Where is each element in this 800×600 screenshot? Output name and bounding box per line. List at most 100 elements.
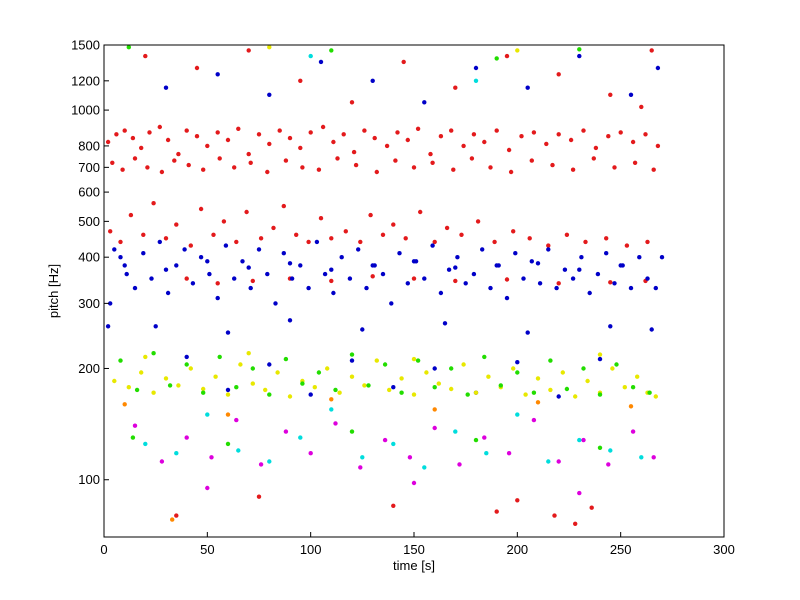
data-point bbox=[267, 362, 272, 367]
data-point bbox=[475, 219, 481, 224]
data-point bbox=[473, 78, 479, 84]
data-point bbox=[449, 128, 454, 133]
data-point bbox=[597, 356, 603, 362]
data-point bbox=[108, 229, 113, 234]
data-point bbox=[446, 267, 452, 272]
data-point bbox=[225, 330, 231, 335]
data-point bbox=[556, 72, 561, 77]
data-point bbox=[163, 236, 169, 241]
data-point bbox=[482, 354, 487, 360]
data-point bbox=[362, 383, 367, 388]
y-tick-label: 800 bbox=[78, 138, 100, 153]
data-point bbox=[184, 354, 189, 360]
data-point bbox=[597, 352, 603, 357]
data-point bbox=[473, 390, 479, 395]
data-point bbox=[349, 100, 355, 105]
data-point bbox=[236, 448, 241, 453]
data-point bbox=[213, 374, 218, 379]
data-point bbox=[511, 366, 516, 371]
data-point bbox=[608, 280, 613, 285]
data-point bbox=[521, 276, 526, 281]
data-point bbox=[432, 239, 437, 245]
data-point bbox=[246, 265, 251, 270]
data-point bbox=[141, 251, 146, 256]
data-point bbox=[568, 137, 574, 143]
data-point bbox=[494, 56, 499, 61]
data-point bbox=[159, 169, 165, 175]
data-point bbox=[384, 143, 390, 149]
y-axis-label: pitch [Hz] bbox=[46, 264, 61, 318]
data-point bbox=[647, 390, 652, 395]
data-point bbox=[143, 53, 148, 59]
data-point bbox=[337, 390, 342, 395]
data-point bbox=[637, 255, 642, 260]
data-point bbox=[182, 247, 187, 252]
data-point bbox=[246, 48, 251, 53]
data-point bbox=[581, 437, 586, 443]
data-point bbox=[577, 267, 582, 272]
data-point bbox=[163, 376, 169, 381]
data-point bbox=[234, 239, 239, 245]
data-point bbox=[372, 135, 377, 141]
data-point bbox=[316, 370, 322, 375]
data-point bbox=[597, 445, 603, 450]
y-tick-label: 500 bbox=[78, 214, 100, 229]
data-point bbox=[401, 59, 406, 65]
data-point bbox=[525, 85, 530, 90]
data-point bbox=[622, 385, 627, 390]
data-point bbox=[256, 494, 262, 499]
data-point bbox=[289, 276, 295, 281]
data-point bbox=[504, 53, 510, 59]
data-point bbox=[482, 435, 487, 440]
data-point bbox=[418, 209, 423, 215]
y-tick-label: 600 bbox=[78, 185, 100, 200]
data-point bbox=[554, 285, 559, 291]
data-point bbox=[188, 366, 193, 371]
data-point bbox=[331, 290, 336, 296]
data-point bbox=[519, 134, 524, 139]
data-point bbox=[494, 263, 499, 268]
data-point bbox=[422, 276, 427, 281]
data-point bbox=[184, 435, 189, 440]
data-point bbox=[436, 381, 441, 386]
data-point bbox=[329, 236, 334, 241]
data-point bbox=[391, 222, 396, 227]
data-point bbox=[556, 281, 561, 286]
data-point bbox=[300, 165, 305, 170]
data-point bbox=[411, 356, 417, 362]
data-point bbox=[508, 169, 514, 175]
data-point bbox=[511, 229, 516, 234]
data-point bbox=[112, 378, 117, 384]
data-point bbox=[573, 394, 578, 399]
data-point bbox=[217, 156, 222, 161]
data-point bbox=[579, 255, 584, 260]
data-point bbox=[174, 513, 179, 518]
data-point bbox=[548, 387, 553, 393]
data-point bbox=[461, 362, 466, 367]
data-point bbox=[635, 374, 640, 379]
data-point bbox=[399, 376, 404, 381]
data-point bbox=[141, 232, 146, 237]
data-point bbox=[645, 276, 650, 281]
data-point bbox=[380, 271, 386, 277]
data-point bbox=[374, 169, 379, 175]
data-point bbox=[473, 65, 479, 71]
data-point bbox=[515, 412, 520, 417]
data-point bbox=[267, 92, 272, 98]
data-point bbox=[333, 387, 338, 393]
data-point bbox=[118, 358, 123, 363]
data-point bbox=[306, 239, 311, 245]
data-point bbox=[608, 448, 613, 453]
data-point bbox=[653, 394, 658, 399]
data-point bbox=[515, 48, 520, 53]
data-point bbox=[153, 324, 158, 329]
data-point bbox=[366, 383, 371, 388]
data-point bbox=[221, 219, 227, 224]
data-point bbox=[581, 366, 586, 371]
data-point bbox=[188, 243, 193, 248]
data-point bbox=[459, 232, 464, 237]
data-point bbox=[165, 290, 171, 296]
data-point bbox=[176, 151, 181, 157]
y-tick-label: 100 bbox=[78, 472, 100, 487]
data-point bbox=[271, 225, 276, 231]
